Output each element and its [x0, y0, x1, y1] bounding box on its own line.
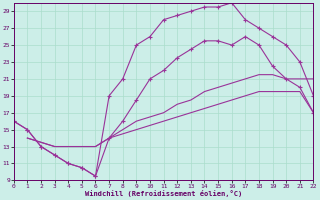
X-axis label: Windchill (Refroidissement éolien,°C): Windchill (Refroidissement éolien,°C)	[85, 190, 242, 197]
